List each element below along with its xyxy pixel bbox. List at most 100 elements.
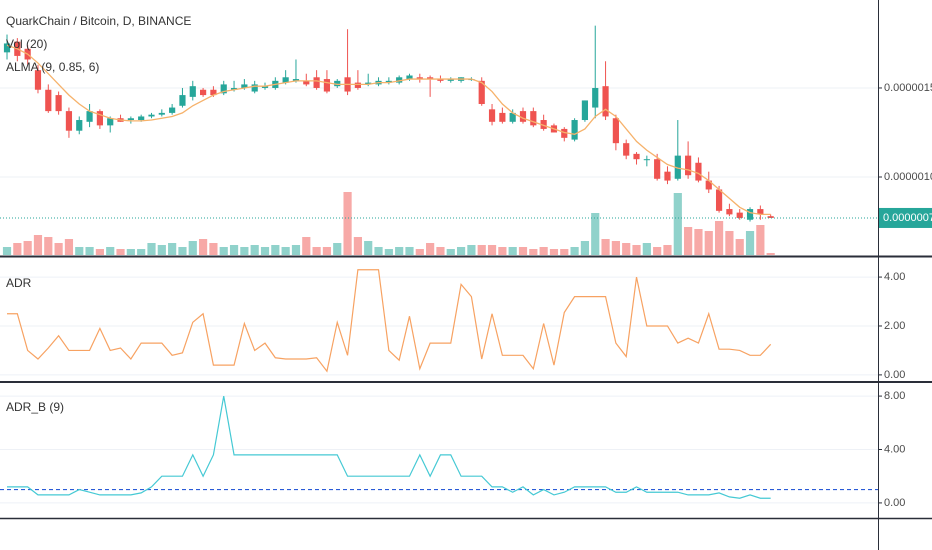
volume-bar (539, 247, 548, 255)
volume-bar (333, 243, 342, 255)
volume-bar (209, 243, 218, 255)
volume-bar (756, 225, 765, 255)
last-price-box (879, 207, 932, 228)
y-tick-label: 4.00 (884, 271, 905, 283)
candle-body (107, 118, 114, 126)
volume-bar (601, 239, 610, 255)
alma-legend: ALMA (9, 0.85, 6) (6, 60, 99, 74)
volume-bar (64, 239, 74, 255)
grid-layer (0, 87, 878, 504)
candle-body (695, 162, 702, 181)
volume-bar (219, 247, 228, 255)
candle-body (447, 79, 454, 81)
candle-body (437, 79, 444, 81)
volume-bar (188, 241, 197, 255)
volume-bar (642, 243, 651, 255)
volume-bar (106, 247, 115, 255)
volume-bar (529, 249, 538, 255)
adr-title: ADR (6, 276, 32, 290)
y-tick-label: 0.00 (884, 497, 905, 509)
candle-body (530, 111, 537, 126)
y-tick-label: 0.00 (884, 369, 905, 381)
candle-body (158, 112, 165, 115)
volume-bar (694, 229, 703, 255)
volume-bar (95, 249, 104, 255)
volume-bar (611, 241, 620, 255)
candle-body (148, 114, 155, 117)
y-tick-label: 8.00 (884, 390, 905, 402)
volume-bar (477, 245, 486, 255)
candle-body (416, 77, 423, 80)
candle-body (726, 209, 733, 215)
volume-bar (384, 249, 393, 255)
candle-body (292, 79, 300, 81)
candle-body (581, 100, 589, 121)
volume-bar (44, 237, 53, 255)
volume-bar (250, 245, 259, 255)
candle-body (86, 111, 93, 122)
indicator-line (7, 395, 771, 499)
adr-b-title: ADR_B (9) (6, 400, 64, 414)
candle-body (633, 153, 640, 160)
volume-bar (291, 245, 301, 255)
candle-body (561, 128, 568, 138)
volume-bar (395, 247, 404, 255)
candle-body (478, 80, 485, 104)
candle-body (76, 120, 83, 131)
y-tick-label: 2.00 (884, 320, 905, 332)
volume-bar (446, 249, 455, 255)
volume-bar (735, 239, 744, 255)
candle-body (396, 77, 403, 83)
volume-bar (85, 247, 94, 255)
candle-body (509, 112, 516, 122)
indicator-line (7, 269, 772, 373)
volume-bar (591, 213, 600, 255)
volume-bar (312, 247, 321, 255)
candle-body (220, 84, 227, 94)
volume-bar (322, 247, 332, 255)
volume-bar (560, 249, 569, 255)
volume-bar (580, 241, 590, 255)
candle-body (427, 77, 434, 80)
volume-bar (498, 247, 507, 255)
volume-bar (75, 247, 84, 255)
volume-bar (157, 245, 166, 255)
volume-bar (126, 249, 135, 255)
volume-bar (271, 245, 280, 255)
volume-bar (725, 231, 734, 255)
marks-layer (0, 25, 878, 499)
candle-body (303, 80, 310, 85)
volume-bar (13, 243, 22, 255)
candle-body (179, 95, 186, 106)
candle-body (189, 86, 196, 97)
volume-bar (745, 231, 755, 255)
volume-bar (714, 221, 724, 255)
candle-body (643, 159, 650, 161)
volume-bar (240, 247, 249, 255)
candle-body (199, 89, 207, 96)
volume-bar (364, 241, 373, 255)
volume-bar (704, 231, 713, 255)
volume-bar (198, 239, 208, 255)
alma-line (6, 44, 771, 216)
volume-bar (684, 227, 693, 255)
volume-bar (23, 241, 32, 255)
volume-bar (168, 243, 177, 255)
candle-body (138, 116, 145, 121)
volume-bar (426, 243, 435, 255)
candle-body (488, 109, 496, 122)
candle-body (96, 111, 103, 126)
candle-body (313, 77, 320, 88)
candle-body (654, 159, 661, 179)
candle-body (3, 43, 11, 53)
candle-body (519, 111, 527, 122)
candle-body (746, 209, 754, 220)
candle-body (127, 118, 134, 121)
candle-body (406, 75, 413, 80)
candle-body (34, 70, 42, 90)
candle-body (282, 77, 289, 83)
y-tick-label: 0.00000150 (884, 82, 932, 94)
volume-bar (281, 247, 290, 255)
volume-bar (178, 247, 187, 255)
volume-bar (653, 247, 662, 255)
